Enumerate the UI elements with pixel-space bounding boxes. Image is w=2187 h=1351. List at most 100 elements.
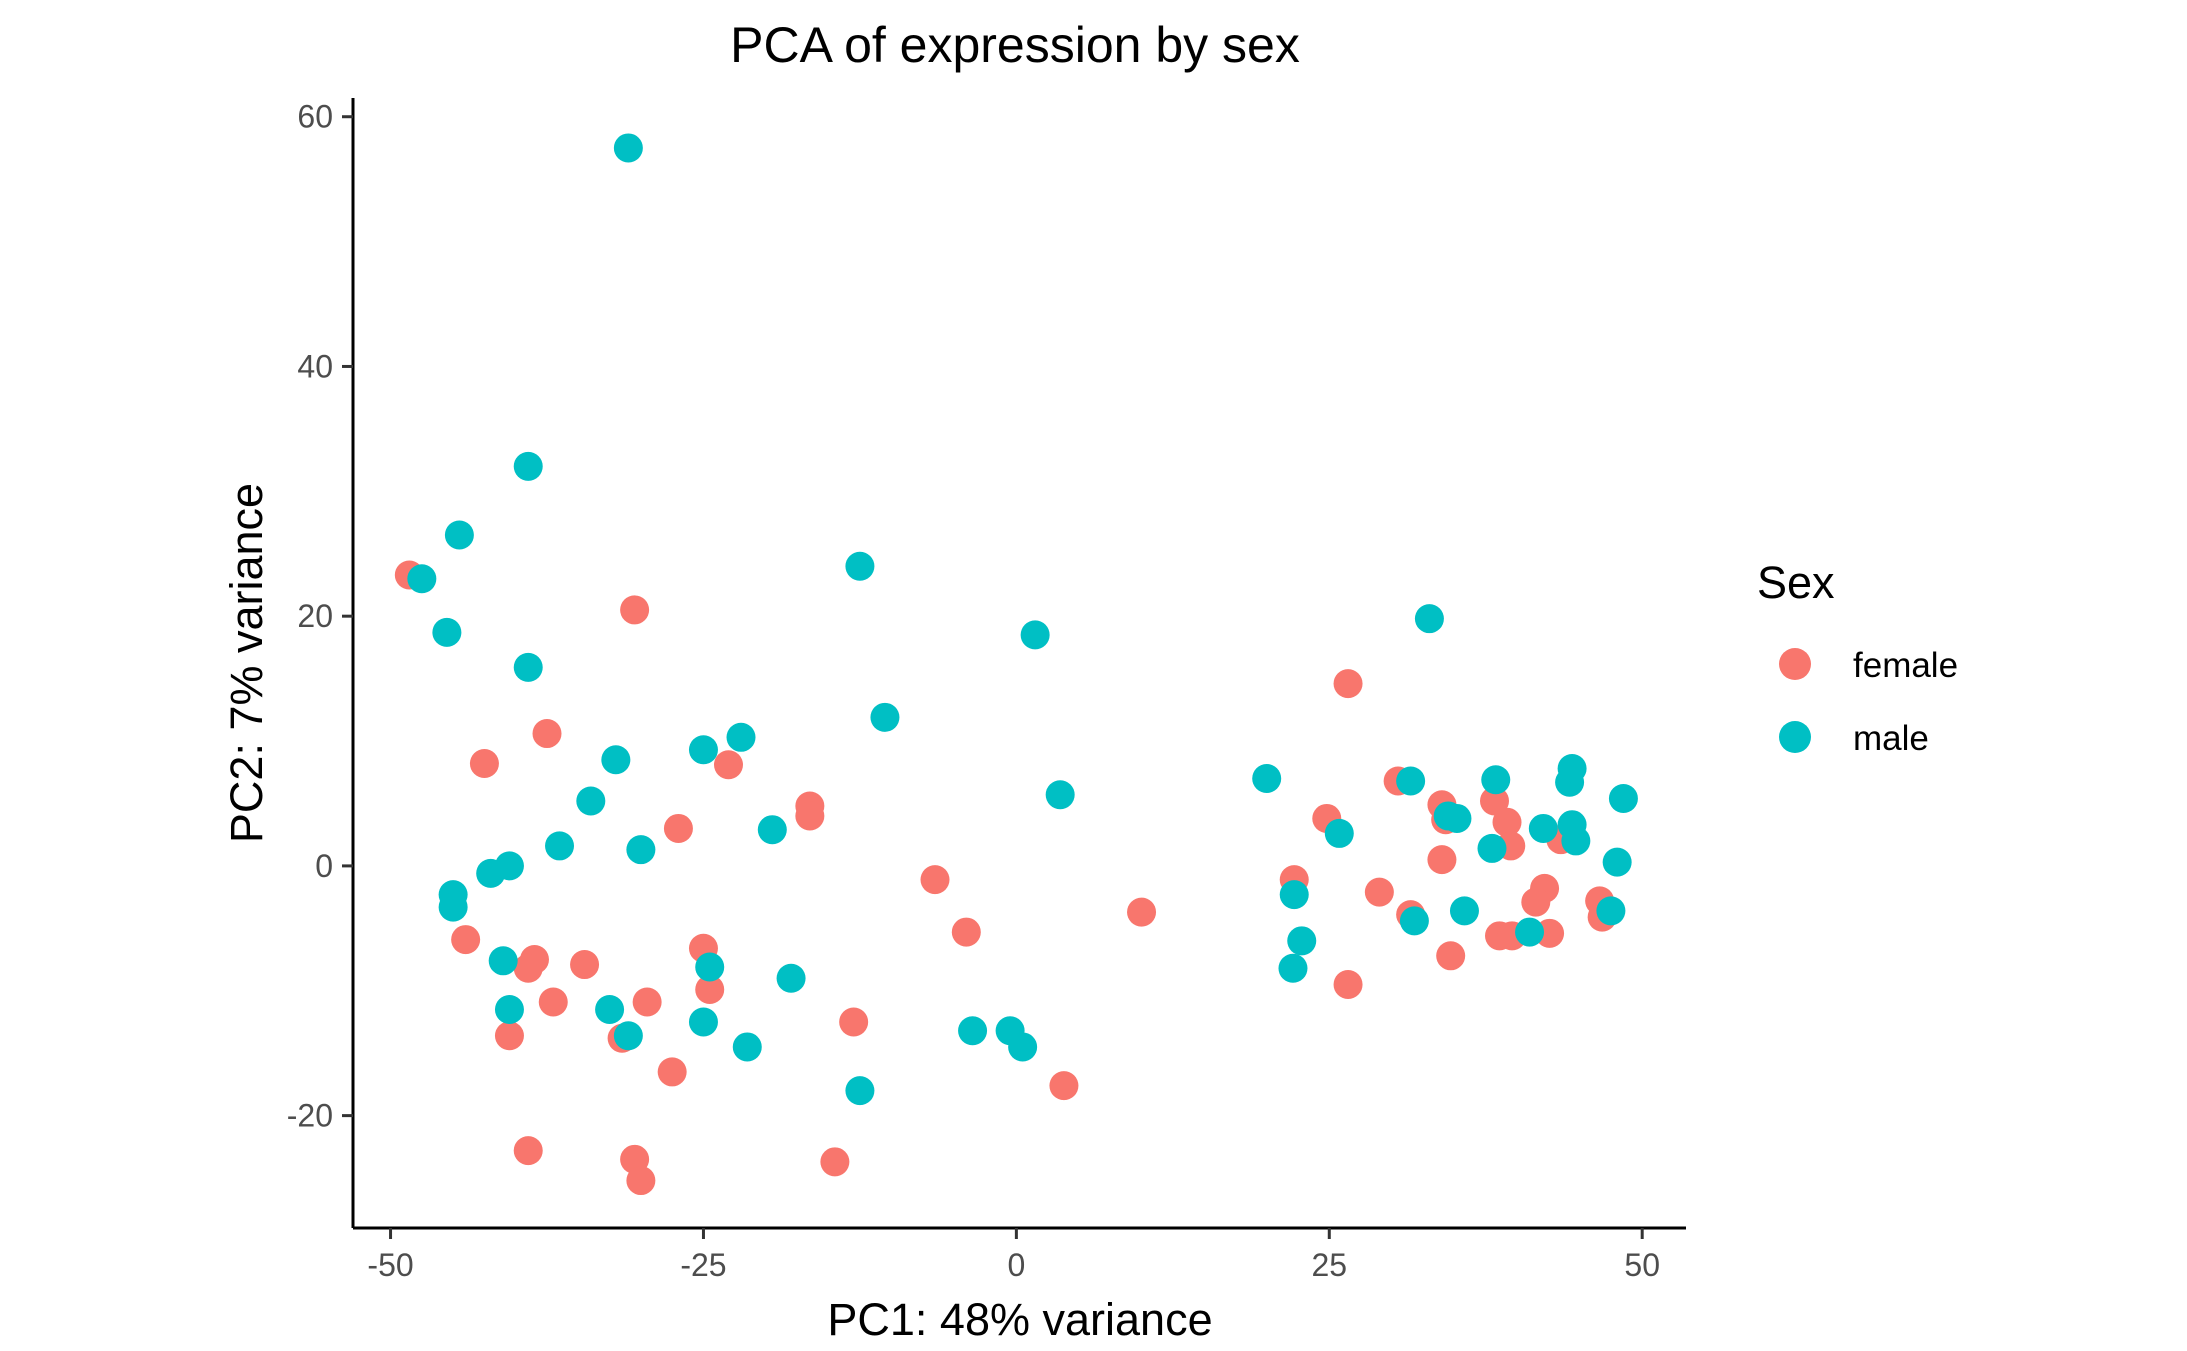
data-point-female <box>839 1007 869 1037</box>
data-point-male <box>488 946 518 976</box>
data-point-male <box>688 1007 718 1037</box>
y-axis-title: PC2: 7% variance <box>221 483 272 843</box>
data-point-male <box>845 1076 875 1106</box>
data-point-male <box>1045 780 1075 810</box>
data-point-male <box>776 963 806 993</box>
data-point-female <box>570 950 600 980</box>
data-point-female <box>1479 786 1509 816</box>
data-point-female <box>713 750 743 780</box>
data-point-female <box>695 975 725 1005</box>
data-point-male <box>845 551 875 581</box>
legend-entry-female: female <box>1779 646 1958 685</box>
data-point-male <box>476 858 506 888</box>
data-point-male <box>576 786 606 816</box>
y-axis-ticks: -20 0 20 40 60 <box>287 99 353 1134</box>
data-point-female <box>1127 897 1157 927</box>
plot-area: -50 -25 0 25 50 -20 0 20 40 60 <box>287 98 1686 1283</box>
data-point-female <box>663 813 693 843</box>
data-point-female <box>451 925 481 955</box>
series-female <box>394 560 1617 1196</box>
x-tick-label: 0 <box>1007 1247 1025 1283</box>
y-tick-label: 20 <box>297 598 333 634</box>
data-point-male <box>1608 783 1638 813</box>
legend-title: Sex <box>1757 557 1835 608</box>
data-point-male <box>757 815 787 845</box>
data-point-male <box>1287 926 1317 956</box>
x-tick-label: 50 <box>1624 1247 1660 1283</box>
data-point-male <box>1396 766 1426 796</box>
data-point-male <box>545 831 575 861</box>
data-point-male <box>732 1032 762 1062</box>
y-tick-label: 0 <box>315 848 333 884</box>
data-point-female <box>1333 669 1363 699</box>
data-point-female <box>626 1166 656 1196</box>
data-point-male <box>695 952 725 982</box>
data-point-male <box>870 702 900 732</box>
data-point-male <box>444 520 474 550</box>
data-point-male <box>494 994 524 1024</box>
x-tick-label: 25 <box>1311 1247 1347 1283</box>
data-point-male <box>1477 833 1507 863</box>
data-point-female <box>513 953 543 983</box>
legend-label-female: female <box>1853 646 1958 685</box>
data-point-male <box>1442 803 1472 833</box>
legend-key-male <box>1779 721 1811 753</box>
legend-label-male: male <box>1853 719 1929 758</box>
data-point-female <box>920 865 950 895</box>
legend: Sex female male <box>1757 557 1958 758</box>
data-point-male <box>432 617 462 647</box>
data-point-male <box>688 735 718 765</box>
data-point-female <box>620 595 650 625</box>
data-point-male <box>1324 818 1354 848</box>
data-point-male <box>1515 917 1545 947</box>
series-male <box>407 133 1638 1106</box>
data-point-male <box>1481 765 1511 795</box>
chart-title: PCA of expression by sex <box>730 17 1300 73</box>
data-point-female <box>951 917 981 947</box>
data-point-male <box>1449 896 1479 926</box>
data-point-male <box>1252 763 1282 793</box>
data-point-female <box>494 1021 524 1051</box>
data-point-male <box>1557 754 1587 784</box>
data-point-male <box>613 133 643 163</box>
data-point-female <box>820 1147 850 1177</box>
x-tick-label: -25 <box>680 1247 726 1283</box>
data-point-female <box>1427 845 1457 875</box>
data-point-male <box>1596 896 1626 926</box>
data-point-male <box>601 745 631 775</box>
points-layer <box>394 133 1638 1196</box>
x-axis-ticks: -50 -25 0 25 50 <box>367 1228 1660 1283</box>
data-point-female <box>795 801 825 831</box>
data-point-male <box>1414 604 1444 634</box>
data-point-female <box>1364 877 1394 907</box>
y-tick-label: 40 <box>297 348 333 384</box>
data-point-female <box>1436 941 1466 971</box>
data-point-male <box>1008 1032 1038 1062</box>
data-point-female <box>1333 970 1363 1000</box>
data-point-female <box>1049 1071 1079 1101</box>
data-point-male <box>513 451 543 481</box>
data-point-male <box>726 722 756 752</box>
x-axis-title: PC1: 48% variance <box>827 1294 1212 1345</box>
y-tick-label: 60 <box>297 99 333 135</box>
data-point-male <box>513 652 543 682</box>
data-point-female <box>657 1057 687 1087</box>
data-point-male <box>1020 620 1050 650</box>
data-point-male <box>1602 847 1632 877</box>
x-tick-label: -50 <box>367 1247 413 1283</box>
data-point-male <box>958 1016 988 1046</box>
data-point-female <box>513 1136 543 1166</box>
data-point-male <box>407 564 437 594</box>
data-point-female <box>632 987 662 1017</box>
data-point-female <box>532 719 562 749</box>
legend-key-female <box>1779 648 1811 680</box>
data-point-female <box>538 987 568 1017</box>
data-point-male <box>613 1021 643 1051</box>
data-point-male <box>1278 953 1308 983</box>
data-point-male <box>1399 906 1429 936</box>
data-point-female <box>1521 887 1551 917</box>
data-point-male <box>1279 880 1309 910</box>
legend-entry-male: male <box>1779 719 1929 758</box>
data-point-male <box>595 994 625 1024</box>
